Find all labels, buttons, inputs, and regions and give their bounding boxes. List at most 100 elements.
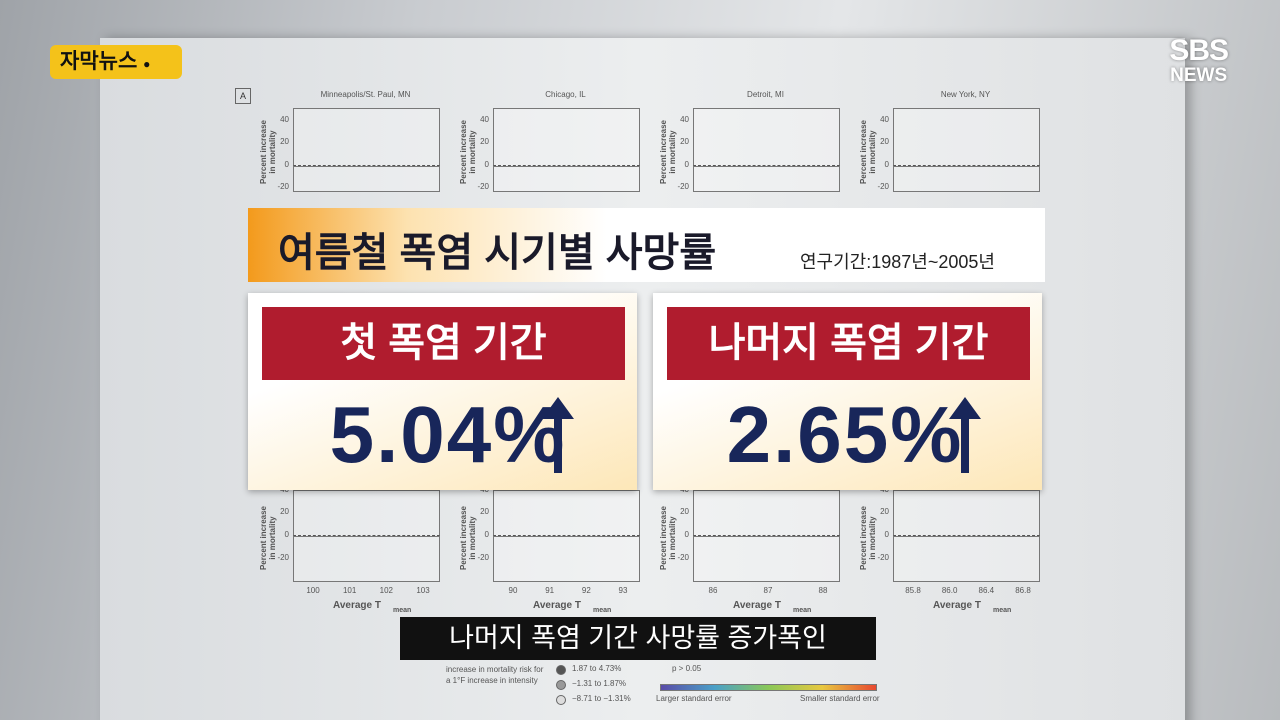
x-axis-sub: mean [593,607,612,614]
x-axis-label: Average T [733,600,781,611]
y-tick-label: 40 [280,115,289,124]
y-tick-label: -20 [877,182,889,191]
x-axis-label: Average T [533,600,581,611]
zero-line [293,165,440,167]
x-tick-label: 103 [416,586,430,595]
y-tick-label: 20 [280,507,289,516]
legend-item: 1.87 to 4.73% [572,664,622,673]
y-axis-label: Percent increase in mortality [259,119,277,185]
y-tick-label: 20 [680,507,689,516]
y-tick-label: -20 [477,553,489,562]
y-tick-label: 0 [684,530,689,539]
y-tick-label: 0 [684,160,689,169]
y-tick-label: -20 [477,182,489,191]
city-label: Minneapolis/St. Paul, MN [320,90,411,99]
zero-line [893,165,1040,167]
x-axis-label: Average T [933,600,981,611]
zero-line [493,165,640,167]
plot-frame [293,108,440,192]
legend-dot [556,695,566,705]
zero-line [293,535,440,537]
y-tick-label: -20 [277,553,289,562]
plot-frame [493,108,640,192]
card-value: 2.65% [726,390,964,479]
y-tick-label: 40 [680,115,689,124]
logo: SBS NEWS [1169,34,1229,86]
badge-text: 자막뉴스 [60,50,138,73]
y-axis-label: Percent increase in mortality [859,119,877,185]
x-tick-label: 93 [618,586,628,595]
y-tick-label: 20 [480,507,489,516]
y-tick-label: 20 [880,137,889,146]
x-axis-sub: mean [793,607,812,614]
period: 연구기간:1987년~2005년 [800,252,995,272]
x-axis-label: Average T [333,600,381,611]
y-tick-label: 0 [884,160,889,169]
x-tick-label: 100 [306,586,320,595]
x-tick-label: 87 [763,586,773,595]
title-banner: 여름철 폭염 시기별 사망률 연구기간:1987년~2005년 [248,208,1045,282]
y-tick-label: -20 [677,553,689,562]
y-axis-label: Percent increase in mortality [259,505,277,571]
zero-line [893,535,1040,537]
y-axis-label: Percent increase in mortality [459,119,477,185]
x-tick-label: 86.4 [978,586,995,595]
x-axis-sub: mean [393,607,412,614]
x-tick-label: 101 [342,586,357,595]
plot-frame [893,108,1040,192]
y-tick-label: 20 [280,137,289,146]
city-label: Chicago, IL [545,90,586,99]
y-tick-label: 0 [484,160,489,169]
card: 첫 폭염 기간 5.04% [248,293,637,490]
y-tick-label: 0 [884,530,889,539]
city-label: Detroit, MI [747,90,784,99]
legend-dot [556,665,566,675]
y-axis-label: Percent increase in mortality [459,505,477,571]
y-tick-label: -20 [677,182,689,191]
city-label: New York, NY [940,90,991,99]
y-axis-label: Percent increase in mortality [659,505,677,571]
logo-top: SBS [1169,34,1229,67]
y-tick-label: 20 [880,507,889,516]
x-tick-label: 86.0 [941,586,958,595]
caption: 나머지 폭염 기간 사망률 증가폭인 [400,617,876,660]
y-tick-label: 20 [480,137,489,146]
logo-bottom: NEWS [1170,65,1228,86]
title: 여름철 폭염 시기별 사망률 [278,231,717,275]
y-axis-label: Percent increase in mortality [859,505,877,571]
x-tick-label: 85.8 [905,586,921,595]
up-arrow [949,397,981,473]
y-tick-label: -20 [877,553,889,562]
legend-p: p > 0.05 [672,664,702,673]
zero-line [493,535,640,537]
y-tick-label: -20 [277,182,289,191]
x-tick-label: 86.8 [1015,586,1031,595]
zero-line [693,165,840,167]
legend-scale-label: Smaller standard error [800,694,880,703]
y-tick-label: 20 [680,137,689,146]
x-tick-label: 86 [708,586,718,595]
x-tick-label: 92 [581,586,591,595]
card-label: 나머지 폭염 기간 [667,307,1030,380]
x-axis-sub: mean [993,607,1012,614]
y-axis-label: Percent increase in mortality [659,119,677,185]
up-arrow [542,397,574,473]
legend-dot [556,680,566,690]
legend-note: increase in mortality risk for a 1°F inc… [446,665,544,685]
y-tick-label: 40 [880,115,889,124]
news-badge: 자막뉴스 ● [50,45,182,79]
legend-item: −1.31 to 1.87% [572,679,627,688]
x-tick-label: 90 [508,586,518,595]
x-tick-label: 88 [818,586,828,595]
y-tick-label: 40 [480,115,489,124]
y-tick-label: 0 [484,530,489,539]
x-tick-label: 91 [545,586,555,595]
card-label: 첫 폭염 기간 [262,307,625,380]
y-tick-label: 0 [284,530,289,539]
y-tick-label: 0 [284,160,289,169]
legend-scale-label: Larger standard error [656,694,732,703]
legend-scale-bar [660,684,877,691]
x-tick-label: 102 [379,586,393,595]
